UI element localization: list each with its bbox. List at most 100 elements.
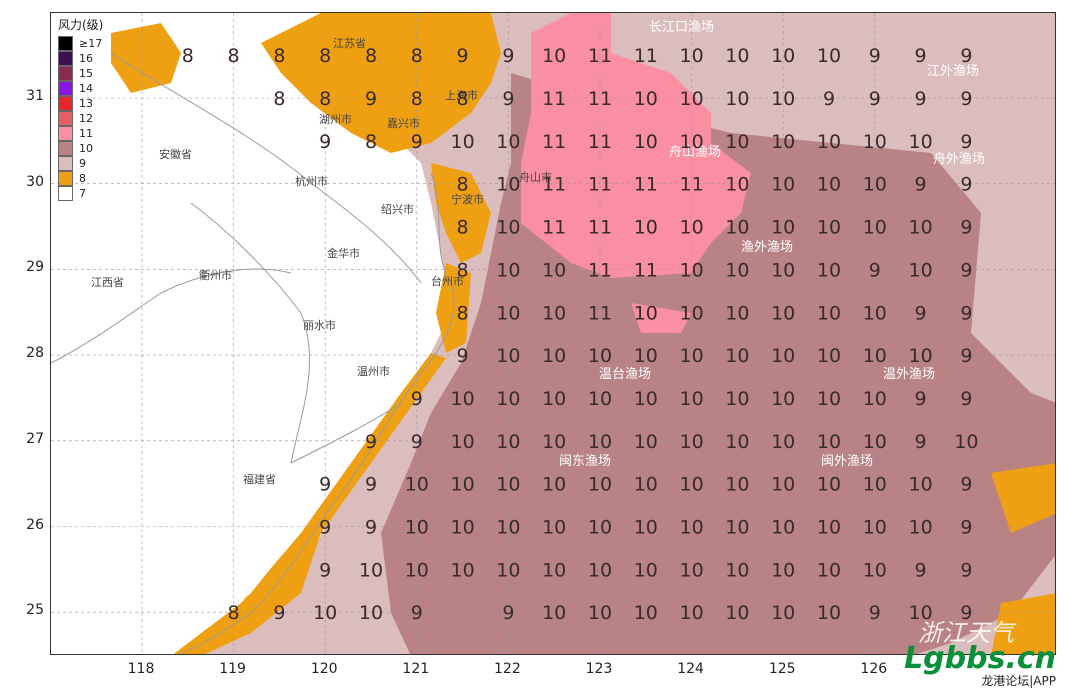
wind-force-map: 江苏省 上海市 湖州市 嘉兴市 安徽省 杭州市 舟山市 绍兴市 宁波市 金华市 衢州市 台州市 江西省丽… xyxy=(50,12,1056,655)
wind-force-value: 9 xyxy=(915,559,927,581)
x-tick-label: 120 xyxy=(310,661,338,677)
wind-force-value: 10 xyxy=(909,345,933,367)
wind-force-value: 10 xyxy=(496,431,520,453)
wind-force-value: 9 xyxy=(915,88,927,110)
place-label: 杭州市 xyxy=(295,174,328,188)
watermark: Lgbbs.cn 龙港论坛|APP xyxy=(904,641,1056,689)
legend-label: 12 xyxy=(79,112,93,125)
wind-force-value: 8 xyxy=(411,88,423,110)
wind-force-value: 10 xyxy=(542,345,566,367)
wind-force-value: 10 xyxy=(771,602,795,624)
wind-region xyxy=(173,353,446,654)
wind-force-value: 8 xyxy=(228,45,240,67)
wind-force-value: 10 xyxy=(863,217,887,239)
legend-item: 11 xyxy=(58,126,110,141)
wind-force-value: 9 xyxy=(960,217,972,239)
wind-force-value: 8 xyxy=(319,45,331,67)
wind-force-value: 8 xyxy=(457,88,469,110)
place-label: 温州市 xyxy=(357,364,390,378)
legend-item: 7 xyxy=(58,186,110,201)
x-tick-label: 122 xyxy=(494,661,521,677)
wind-force-value: 10 xyxy=(588,388,612,410)
watermark-ghost-text: 浙江天气 xyxy=(918,619,1014,647)
legend-swatch xyxy=(58,126,73,141)
legend-label: 13 xyxy=(79,97,93,110)
wind-force-value: 11 xyxy=(588,217,612,239)
legend-swatch xyxy=(58,111,73,126)
wind-force-value: 10 xyxy=(634,302,658,324)
legend-item: 12 xyxy=(58,111,110,126)
wind-force-value: 10 xyxy=(725,217,749,239)
wind-force-value: 8 xyxy=(365,45,377,67)
wind-force-value: 10 xyxy=(405,517,429,539)
wind-force-value: 9 xyxy=(960,88,972,110)
wind-force-value: 10 xyxy=(359,602,383,624)
wind-force-value: 10 xyxy=(634,474,658,496)
wind-force-value: 10 xyxy=(771,517,795,539)
wind-force-value: 10 xyxy=(542,474,566,496)
wind-force-value: 10 xyxy=(725,131,749,153)
x-tick-label: 118 xyxy=(127,661,155,677)
wind-force-value: 10 xyxy=(542,431,566,453)
wind-force-value: 10 xyxy=(909,217,933,239)
boundary-line xyxy=(190,202,311,464)
wind-force-value: 9 xyxy=(960,302,972,324)
wind-force-value: 10 xyxy=(909,602,933,624)
wind-force-value: 9 xyxy=(869,259,881,281)
boundary-line xyxy=(51,268,292,364)
wind-force-value: 10 xyxy=(451,431,475,453)
wind-force-value: 10 xyxy=(496,559,520,581)
wind-force-value: 10 xyxy=(725,559,749,581)
wind-force-value: 10 xyxy=(725,388,749,410)
legend-label: 10 xyxy=(79,142,93,155)
place-label: 绍兴市 xyxy=(381,202,414,216)
wind-force-value: 10 xyxy=(542,45,566,67)
wind-force-value: 10 xyxy=(863,131,887,153)
legend-swatch xyxy=(58,81,73,96)
wind-force-value: 8 xyxy=(273,88,285,110)
wind-force-value: 10 xyxy=(634,517,658,539)
wind-force-value: 10 xyxy=(817,174,841,196)
wind-force-value: 10 xyxy=(451,131,475,153)
wind-force-value: 8 xyxy=(182,45,194,67)
wind-region xyxy=(431,163,491,263)
wind-force-value: 8 xyxy=(411,45,423,67)
wind-force-value: 10 xyxy=(725,174,749,196)
wind-force-value: 10 xyxy=(725,602,749,624)
wind-force-value: 10 xyxy=(909,474,933,496)
wind-force-value: 10 xyxy=(680,259,704,281)
wind-force-value: 10 xyxy=(680,217,704,239)
legend-item: 13 xyxy=(58,96,110,111)
legend-item: ≥17 xyxy=(58,36,110,51)
wind-force-value: 10 xyxy=(771,474,795,496)
legend-label: 8 xyxy=(79,172,86,185)
place-label: 舟山市 xyxy=(519,170,552,184)
place-label: 衢州市 xyxy=(199,268,232,282)
wind-force-value: 10 xyxy=(680,517,704,539)
wind-force-value: 11 xyxy=(634,259,658,281)
wind-force-value: 11 xyxy=(588,45,612,67)
wind-force-value: 9 xyxy=(915,431,927,453)
legend-label: 9 xyxy=(79,157,86,170)
wind-force-value: 10 xyxy=(817,345,841,367)
wind-force-value: 9 xyxy=(411,431,423,453)
wind-force-value: 10 xyxy=(496,217,520,239)
watermark-subtext: 龙港论坛|APP xyxy=(981,674,1056,688)
wind-force-value: 8 xyxy=(228,602,240,624)
wind-force-value: 10 xyxy=(817,517,841,539)
wind-force-value: 10 xyxy=(680,431,704,453)
wind-force-value: 9 xyxy=(960,602,972,624)
wind-force-value: 10 xyxy=(725,474,749,496)
wind-force-value: 10 xyxy=(680,345,704,367)
wind-force-value: 10 xyxy=(405,559,429,581)
wind-force-value: 10 xyxy=(634,559,658,581)
wind-force-value: 9 xyxy=(915,302,927,324)
legend-swatch xyxy=(58,66,73,81)
wind-force-value: 10 xyxy=(817,259,841,281)
wind-force-value: 10 xyxy=(725,517,749,539)
legend-swatch xyxy=(58,96,73,111)
wind-region xyxy=(261,13,501,153)
legend-item: 16 xyxy=(58,51,110,66)
legend-label: 16 xyxy=(79,52,93,65)
